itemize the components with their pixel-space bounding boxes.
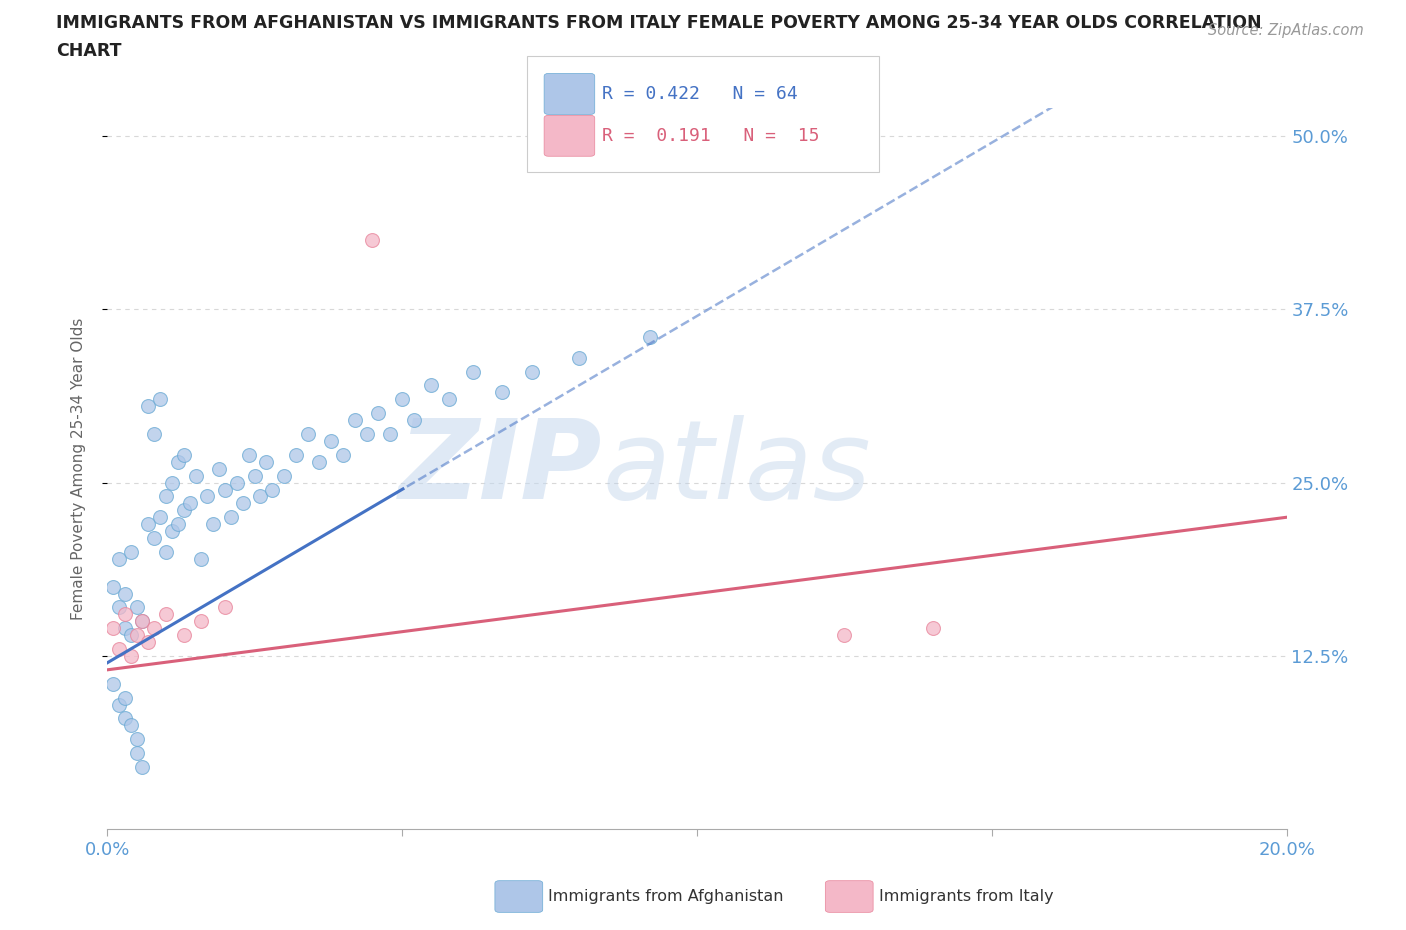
Point (420, 378, 443, 392)
Point (437, 392, 460, 406)
Point (131, 760, 153, 775)
Point (225, 475, 247, 490)
Point (120, 718, 142, 733)
Point (568, 351, 591, 365)
Point (173, 447, 195, 462)
Text: Immigrants from Afghanistan: Immigrants from Afghanistan (548, 889, 783, 904)
Text: atlas: atlas (602, 415, 872, 523)
Point (343, 413, 366, 428)
Point (143, 427, 166, 442)
Point (143, 531, 166, 546)
Point (131, 614, 153, 629)
Point (149, 392, 172, 406)
Point (125, 732, 148, 747)
Point (125, 746, 148, 761)
Point (114, 607, 136, 622)
Point (114, 711, 136, 725)
Point (155, 607, 177, 622)
Point (232, 496, 254, 511)
Point (219, 510, 242, 525)
Point (214, 482, 236, 497)
Point (138, 634, 160, 649)
Text: CHART: CHART (56, 42, 122, 60)
Point (461, 365, 484, 379)
Point (254, 455, 277, 470)
Text: R = 0.422   N = 64: R = 0.422 N = 64 (602, 85, 797, 103)
Point (332, 447, 354, 462)
Point (184, 468, 207, 483)
Text: Immigrants from Italy: Immigrants from Italy (879, 889, 1053, 904)
Point (155, 544, 177, 559)
Point (166, 455, 188, 470)
Point (238, 447, 260, 462)
Point (108, 698, 131, 712)
Point (356, 427, 378, 442)
Point (520, 365, 543, 379)
Point (173, 628, 195, 643)
Point (284, 447, 307, 462)
Point (202, 517, 225, 532)
Point (921, 621, 943, 636)
Point (297, 427, 319, 442)
Point (120, 544, 142, 559)
Point (143, 621, 166, 636)
Point (149, 510, 172, 525)
Point (101, 621, 124, 636)
Point (308, 455, 330, 470)
Text: Source: ZipAtlas.com: Source: ZipAtlas.com (1208, 23, 1364, 38)
Point (138, 399, 160, 414)
Point (378, 427, 401, 442)
Point (166, 517, 188, 532)
Text: IMMIGRANTS FROM AFGHANISTAN VS IMMIGRANTS FROM ITALY FEMALE POVERTY AMONG 25-34 : IMMIGRANTS FROM AFGHANISTAN VS IMMIGRANT… (56, 14, 1261, 32)
Text: ZIP: ZIP (399, 415, 602, 523)
Point (179, 496, 201, 511)
Point (367, 405, 389, 420)
Point (273, 468, 295, 483)
Point (155, 489, 177, 504)
Point (108, 642, 131, 657)
Point (195, 489, 218, 504)
Point (101, 579, 124, 594)
Point (108, 551, 131, 566)
Point (402, 413, 425, 428)
Point (125, 628, 148, 643)
Point (208, 461, 231, 476)
Point (190, 551, 212, 566)
Point (160, 524, 183, 538)
Point (138, 517, 160, 532)
Point (361, 232, 384, 247)
Point (120, 648, 142, 663)
Point (125, 600, 148, 615)
Point (108, 600, 131, 615)
Point (160, 475, 183, 490)
Point (131, 614, 153, 629)
Point (491, 385, 513, 400)
Point (243, 468, 266, 483)
Point (101, 676, 124, 691)
Point (114, 586, 136, 601)
Point (249, 489, 271, 504)
Point (832, 628, 855, 643)
Point (262, 482, 284, 497)
Point (638, 329, 661, 344)
Point (114, 690, 136, 705)
Point (173, 503, 195, 518)
Point (120, 628, 142, 643)
Point (214, 600, 236, 615)
Point (114, 621, 136, 636)
Text: R =  0.191   N =  15: R = 0.191 N = 15 (602, 126, 820, 145)
Point (190, 614, 212, 629)
Point (321, 433, 343, 448)
Point (391, 392, 413, 406)
Y-axis label: Female Poverty Among 25-34 Year Olds: Female Poverty Among 25-34 Year Olds (72, 317, 86, 620)
